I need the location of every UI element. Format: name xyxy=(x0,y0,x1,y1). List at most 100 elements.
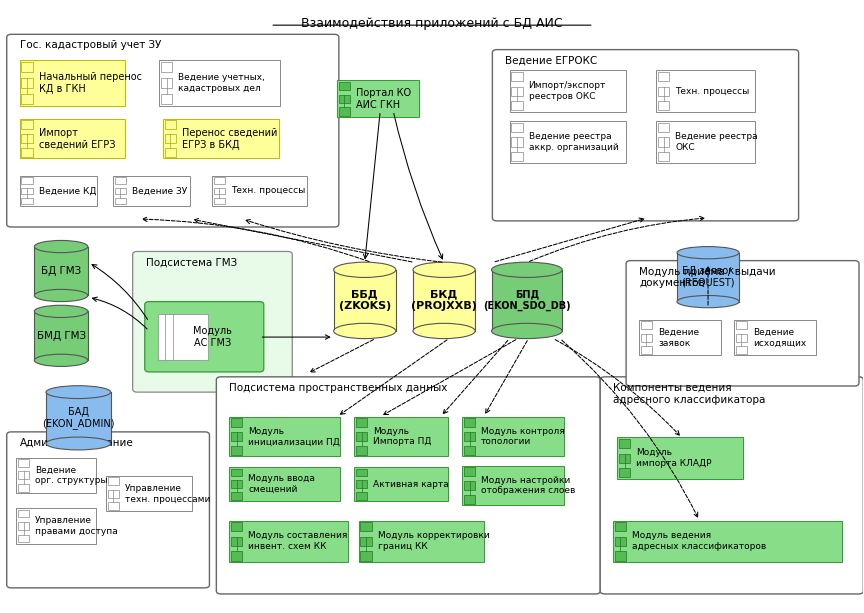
Bar xyxy=(360,537,372,546)
Text: Модуль контроля
топологии: Модуль контроля топологии xyxy=(481,427,565,446)
Ellipse shape xyxy=(35,289,88,302)
Bar xyxy=(173,314,207,360)
Text: Ведение
заявок: Ведение заявок xyxy=(658,328,699,348)
Text: Модуль
Импорта ПД: Модуль Импорта ПД xyxy=(373,427,432,446)
Text: Администрирование: Администрирование xyxy=(20,438,133,448)
Bar xyxy=(115,188,126,194)
FancyBboxPatch shape xyxy=(216,377,600,594)
Bar xyxy=(511,86,523,96)
Text: БАД
(EKON_ADMIN): БАД (EKON_ADMIN) xyxy=(42,406,115,429)
Bar xyxy=(511,72,523,81)
Bar xyxy=(22,78,33,88)
Bar xyxy=(16,508,96,544)
Bar xyxy=(18,459,29,466)
Bar xyxy=(641,321,652,329)
Bar xyxy=(213,177,225,184)
Text: Управление
правами доступа: Управление правами доступа xyxy=(35,516,118,536)
Bar xyxy=(231,481,242,488)
Bar xyxy=(356,446,367,455)
Bar xyxy=(229,467,340,501)
FancyBboxPatch shape xyxy=(7,432,209,588)
Ellipse shape xyxy=(492,323,562,338)
Ellipse shape xyxy=(413,323,475,338)
Bar xyxy=(511,101,523,110)
Bar xyxy=(108,490,119,498)
Bar xyxy=(657,70,755,112)
Bar xyxy=(20,60,125,106)
Bar xyxy=(618,438,742,479)
Bar xyxy=(231,552,242,560)
Ellipse shape xyxy=(334,262,396,278)
Bar xyxy=(164,120,175,129)
Bar xyxy=(657,121,755,163)
Text: Модуль настройки
отображения слоев: Модуль настройки отображения слоев xyxy=(481,476,575,495)
Bar xyxy=(212,176,307,205)
Bar xyxy=(337,80,419,117)
Bar xyxy=(339,82,350,89)
Bar xyxy=(492,270,562,331)
Bar xyxy=(22,177,33,184)
Bar xyxy=(413,270,475,331)
Bar xyxy=(615,552,626,560)
Ellipse shape xyxy=(413,262,475,278)
FancyBboxPatch shape xyxy=(626,261,859,386)
Ellipse shape xyxy=(334,323,396,338)
Bar xyxy=(22,134,33,143)
FancyBboxPatch shape xyxy=(600,377,863,594)
Bar xyxy=(20,176,98,205)
Ellipse shape xyxy=(35,240,88,253)
Bar xyxy=(510,121,626,163)
Text: БМД ГМЗ: БМД ГМЗ xyxy=(36,331,86,341)
Text: Модуль ведения
адресных классификаторов: Модуль ведения адресных классификаторов xyxy=(632,531,766,551)
Bar xyxy=(164,148,175,157)
Text: Подсистема ГМЗ: Подсистема ГМЗ xyxy=(146,257,237,267)
Bar xyxy=(46,392,111,443)
Text: Модуль приема / выдачи
документов: Модуль приема / выдачи документов xyxy=(639,267,776,288)
Text: Ведение реестра
аккр. организаций: Ведение реестра аккр. организаций xyxy=(529,132,619,152)
Bar xyxy=(158,314,192,360)
Text: Модуль составления
инвент. схем КК: Модуль составления инвент. схем КК xyxy=(248,531,347,551)
Ellipse shape xyxy=(46,386,111,398)
Text: БКД
(PROJXXB): БКД (PROJXXB) xyxy=(411,289,477,311)
Text: ББД
(ZKOKS): ББД (ZKOKS) xyxy=(339,289,391,311)
Bar xyxy=(231,418,242,427)
Text: Гос. кадастровый учет ЗУ: Гос. кадастровый учет ЗУ xyxy=(20,40,161,50)
Bar xyxy=(619,454,631,463)
Bar xyxy=(22,188,33,194)
Bar xyxy=(22,148,33,157)
Bar xyxy=(231,537,242,546)
Bar xyxy=(22,198,33,205)
Bar xyxy=(213,188,225,194)
Bar xyxy=(354,467,448,501)
Ellipse shape xyxy=(35,305,88,318)
Bar xyxy=(464,495,475,504)
Bar xyxy=(359,520,484,562)
Bar xyxy=(334,270,396,331)
Bar xyxy=(356,481,367,488)
Bar xyxy=(735,346,746,354)
Text: Управление
техн. процессами: Управление техн. процессами xyxy=(125,484,210,503)
Text: Модуль ввода
смещений: Модуль ввода смещений xyxy=(248,474,315,494)
Text: Ведение учетных,
кадастровых дел: Ведение учетных, кадастровых дел xyxy=(178,73,265,93)
Ellipse shape xyxy=(35,354,88,367)
Ellipse shape xyxy=(677,295,739,308)
Bar xyxy=(464,418,475,427)
Bar xyxy=(360,552,372,560)
Text: Ведение ЗУ: Ведение ЗУ xyxy=(132,186,187,196)
Bar xyxy=(511,137,523,147)
Bar xyxy=(356,468,367,476)
Bar xyxy=(18,484,29,492)
Text: БД ГМЗ: БД ГМЗ xyxy=(41,266,81,276)
Bar xyxy=(641,334,652,341)
Bar xyxy=(20,119,125,159)
Bar xyxy=(510,70,626,112)
Bar xyxy=(511,152,523,161)
Bar xyxy=(35,311,88,360)
Bar xyxy=(162,94,172,104)
Bar xyxy=(229,520,348,562)
Bar xyxy=(658,152,670,161)
Bar xyxy=(615,522,626,531)
Bar xyxy=(113,176,190,205)
Text: Начальный перенос
КД в ГКН: Начальный перенос КД в ГКН xyxy=(39,72,142,94)
Bar xyxy=(641,346,652,354)
